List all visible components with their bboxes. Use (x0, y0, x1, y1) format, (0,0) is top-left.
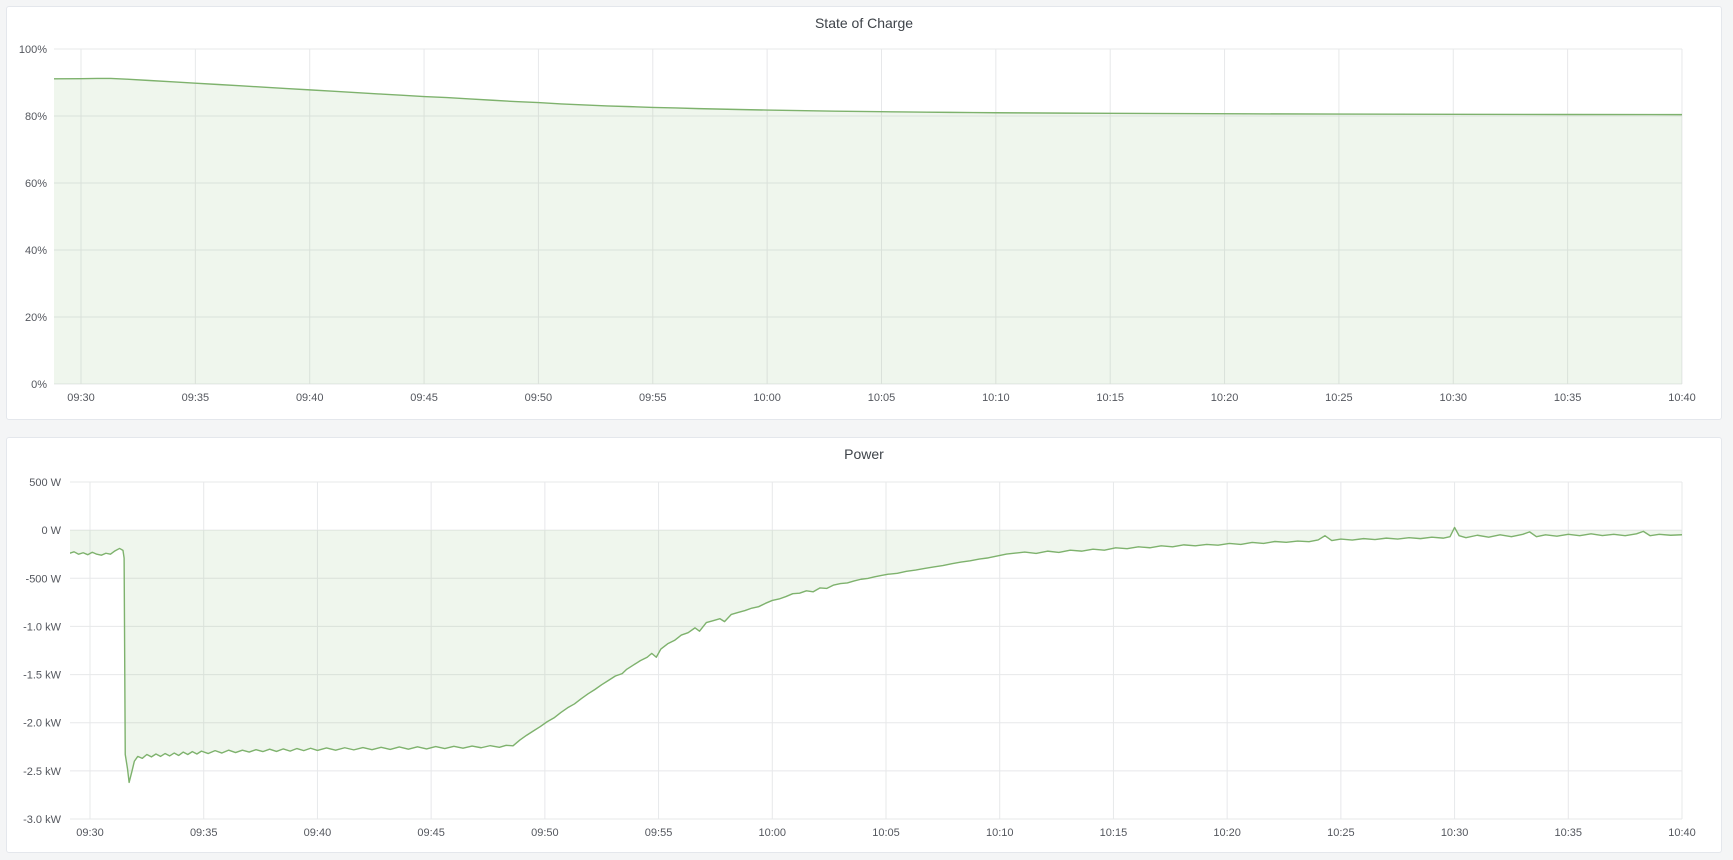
y-axis-tick-label: -1.0 kW (23, 621, 62, 633)
x-axis-tick-label: 10:00 (753, 392, 781, 404)
x-axis-tick-label: 09:40 (296, 392, 324, 404)
x-axis-tick-label: 09:45 (417, 827, 445, 839)
series-area-fill (70, 527, 1682, 783)
y-axis-tick-label: 60% (25, 178, 47, 190)
x-axis-tick-label: 09:55 (639, 392, 667, 404)
y-axis-tick-label: 500 W (29, 477, 61, 489)
x-axis-tick-label: 09:55 (645, 827, 673, 839)
panel-title-power: Power (844, 446, 884, 462)
x-axis-tick-label: 09:45 (410, 392, 438, 404)
x-axis-tick-label: 10:35 (1554, 392, 1582, 404)
x-axis-tick-label: 10:25 (1327, 827, 1355, 839)
y-axis-tick-label: -2.0 kW (23, 718, 62, 730)
x-axis-tick-label: 10:35 (1555, 827, 1583, 839)
y-axis-tick-label: -3.0 kW (23, 814, 62, 826)
x-axis-tick-label: 10:40 (1668, 392, 1696, 404)
state-of-charge-chart[interactable]: 100% 80% 60% 40% 20% 0% 09:30 09:35 09:40 09:45 09… (7, 7, 1721, 419)
series-line (54, 77, 1682, 116)
x-axis-tick-label: 09:50 (531, 827, 559, 839)
x-axis-tick-label: 10:00 (759, 827, 787, 839)
panel-power: Power 500 W 0 W -500 W -1.0 kW -1.5 kW -2.0 k… (6, 437, 1722, 853)
x-axis-tick-label: 09:30 (67, 392, 95, 404)
y-axis-tick-label: -2.5 kW (23, 766, 62, 778)
x-axis-tick-label: 09:30 (76, 827, 104, 839)
y-axis-tick-label: 100% (19, 44, 47, 56)
x-axis-tick-label: 10:30 (1439, 392, 1467, 404)
x-axis-tick-label: 09:50 (525, 392, 553, 404)
y-axis-tick-label: 40% (25, 245, 47, 257)
y-axis-tick-label: 20% (25, 312, 47, 324)
x-axis-tick-label: 09:35 (182, 392, 210, 404)
x-axis-tick-label: 10:05 (868, 392, 896, 404)
x-axis-tick-label: 10:10 (982, 392, 1010, 404)
x-axis-tick-label: 10:20 (1213, 827, 1241, 839)
x-axis-tick-label: 10:40 (1668, 827, 1696, 839)
x-axis-tick-label: 10:15 (1096, 392, 1124, 404)
x-axis-tick-label: 10:30 (1441, 827, 1469, 839)
y-axis-tick-label: 80% (25, 111, 47, 123)
x-axis-tick-label: 10:10 (986, 827, 1014, 839)
y-axis-tick-label: -500 W (26, 573, 62, 585)
x-axis-tick-label: 10:15 (1100, 827, 1128, 839)
series-line (70, 526, 1682, 784)
y-axis-tick-label: 0% (31, 379, 47, 391)
y-axis-tick-label: -1.5 kW (23, 670, 62, 682)
power-chart[interactable]: 500 W 0 W -500 W -1.0 kW -1.5 kW -2.0 kW -2.5 … (7, 438, 1721, 852)
panel-state-of-charge: State of Charge 100% 80% 60% 40% 20% 0% 09:30 0… (6, 6, 1722, 420)
panel-title-state-of-charge: State of Charge (814, 15, 914, 31)
series-area-fill (54, 78, 1682, 384)
y-axis-tick-label: 0 W (41, 525, 61, 537)
x-axis-tick-label: 10:05 (872, 827, 900, 839)
x-axis-tick-label: 09:35 (190, 827, 218, 839)
x-axis-tick-label: 09:40 (304, 827, 332, 839)
x-axis-tick-label: 10:20 (1211, 392, 1239, 404)
x-axis-tick-label: 10:25 (1325, 392, 1353, 404)
